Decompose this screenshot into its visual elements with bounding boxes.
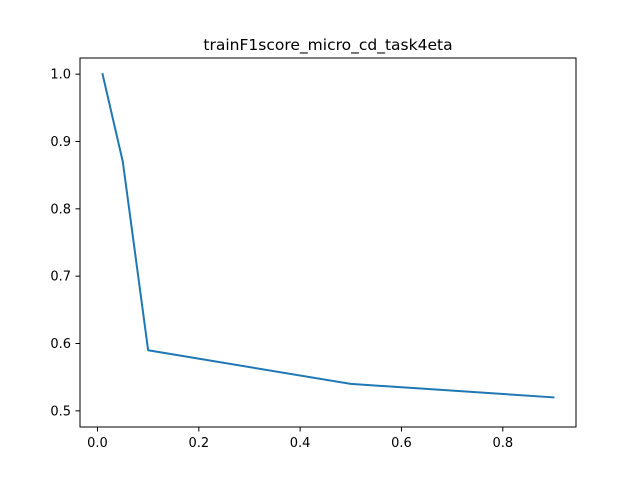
y-axis-ticks: 0.5 0.6 0.7 0.8 0.9 1.0 (50, 68, 80, 419)
y-tick-label: 0.6 (50, 337, 71, 352)
y-tick-label: 0.7 (50, 270, 71, 285)
y-tick-label: 0.5 (50, 404, 71, 419)
x-tick-label: 0.0 (87, 436, 108, 451)
y-tick-label: 1.0 (50, 68, 71, 83)
chart-title: trainF1score_micro_cd_task4eta (203, 36, 452, 55)
plot-frame (79, 57, 577, 428)
x-tick-label: 0.8 (492, 436, 513, 451)
x-tick-label: 0.4 (290, 436, 311, 451)
x-axis-ticks: 0.0 0.2 0.4 0.6 0.8 (87, 427, 513, 451)
x-tick-label: 0.6 (391, 436, 412, 451)
series-layer (101, 72, 555, 399)
y-tick-label: 0.9 (50, 135, 71, 150)
y-tick-label: 0.8 (50, 202, 71, 217)
x-tick-label: 0.2 (188, 436, 209, 451)
series-line (101, 72, 555, 399)
